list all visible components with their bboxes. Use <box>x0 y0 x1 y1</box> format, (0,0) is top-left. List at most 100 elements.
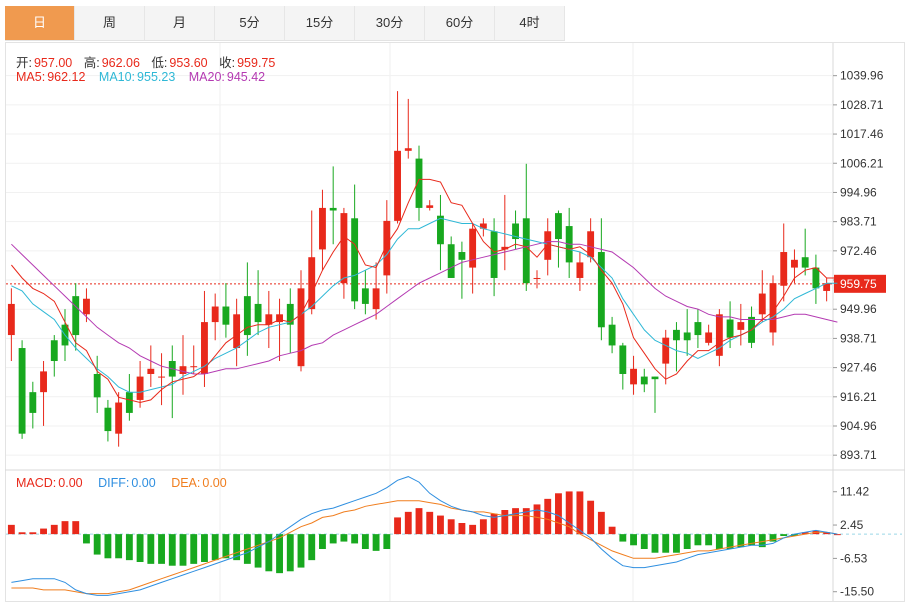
tab-4[interactable]: 15分 <box>285 6 355 40</box>
macd-bar <box>61 521 69 535</box>
macd-bar <box>512 508 519 535</box>
diff-value: 0.00 <box>131 476 156 490</box>
ma10-line <box>11 217 838 393</box>
macd-bar <box>115 534 123 559</box>
candle-body <box>415 158 423 208</box>
high-value: 962.06 <box>101 56 140 70</box>
candle-body <box>823 283 831 291</box>
candle-body <box>683 332 691 341</box>
candle-body <box>351 218 359 302</box>
candle-body <box>630 368 637 385</box>
macd-bar <box>490 513 498 535</box>
close-label: 收: <box>219 56 236 70</box>
macd-bar <box>93 534 101 555</box>
candle-body <box>329 207 337 211</box>
macd-bar <box>276 534 283 574</box>
candle-body <box>769 283 777 333</box>
macd-bar <box>383 534 391 549</box>
candle-body <box>211 306 219 323</box>
candle-body <box>254 303 262 323</box>
macd-bar <box>83 534 90 544</box>
macd-legend: MACD: 0.00 DIFF: 0.00 DEA: 0.00 <box>16 476 229 490</box>
last-price-label: 959.75 <box>840 277 877 291</box>
macd-bar <box>694 534 702 546</box>
macd-bar <box>426 511 434 535</box>
price-tick-label: 1039.96 <box>840 69 884 83</box>
price-tick-label: 1006.21 <box>840 156 884 170</box>
macd-bar <box>437 515 444 535</box>
macd-bar <box>758 534 766 548</box>
macd-bar <box>319 534 326 549</box>
close-value: 959.75 <box>237 56 276 70</box>
candle-body <box>608 324 616 346</box>
candle-body <box>512 223 519 240</box>
macd-bar <box>29 532 37 535</box>
tab-7[interactable]: 4时 <box>495 6 565 40</box>
price-tick-label: 994.96 <box>840 185 877 199</box>
tab-2[interactable]: 月 <box>145 6 215 40</box>
macd-bar <box>683 534 691 549</box>
macd-bar <box>576 491 584 535</box>
macd-bar <box>18 532 26 535</box>
candle-body <box>83 298 90 315</box>
candle-body <box>297 288 305 367</box>
chart-frame <box>5 42 905 602</box>
macd-bar <box>597 511 605 535</box>
candle-body <box>125 392 133 413</box>
candle-body <box>791 259 798 268</box>
macd-tick-label: 2.45 <box>840 518 864 532</box>
tab-1[interactable]: 周 <box>75 6 145 40</box>
macd-bar <box>522 508 530 535</box>
price-tick-label: 893.71 <box>840 448 877 462</box>
tab-6[interactable]: 60分 <box>425 6 495 40</box>
candle-body <box>136 376 144 400</box>
macd-bar <box>265 534 273 572</box>
candle-body <box>340 213 348 284</box>
macd-tick-label: -6.53 <box>840 551 868 565</box>
candle-body <box>201 322 208 374</box>
ohlc-legend: 开: 957.00 高: 962.06 低: 953.60 收: 959.75 <box>16 52 277 71</box>
tab-5[interactable]: 30分 <box>355 6 425 40</box>
candle-body <box>597 252 605 328</box>
candle-body <box>458 252 466 260</box>
macd-bar <box>179 534 187 566</box>
macd-bar <box>565 491 573 535</box>
macd-bar <box>726 534 734 549</box>
macd-bar <box>7 524 15 535</box>
candle-body <box>158 376 165 378</box>
tab-0[interactable]: 日 <box>5 6 75 40</box>
macd-bar <box>394 517 401 535</box>
macd-bar <box>211 534 219 561</box>
candle-body <box>115 402 123 434</box>
ma10-label: MA10: <box>98 70 136 84</box>
price-tick-label: 904.96 <box>840 419 877 433</box>
candle-body <box>426 205 434 208</box>
macd-bar <box>630 534 637 546</box>
macd-bar <box>104 534 112 559</box>
candle-body <box>522 218 530 284</box>
candle-body <box>737 322 745 330</box>
price-tick-label: 927.46 <box>840 361 877 375</box>
candle-body <box>533 277 541 279</box>
candle-body <box>372 288 380 310</box>
candle-body <box>104 407 112 432</box>
candle-body <box>222 306 230 325</box>
candle-body <box>404 148 412 151</box>
candle-body <box>576 262 584 278</box>
diff-line <box>11 476 838 596</box>
macd-bar <box>329 534 337 544</box>
macd-bar <box>469 524 477 535</box>
ma5-line <box>11 178 838 404</box>
candle-body <box>544 231 552 260</box>
macd-bar <box>544 498 552 535</box>
macd-bar <box>619 534 627 542</box>
macd-bar <box>479 519 487 535</box>
candle-body <box>640 376 648 385</box>
candle-body <box>705 332 713 343</box>
macd-bar <box>415 508 423 535</box>
macd-label: MACD: <box>16 476 57 490</box>
candle-body <box>469 228 477 268</box>
ma20-line <box>11 241 838 375</box>
candle-body <box>715 314 723 356</box>
tab-3[interactable]: 5分 <box>215 6 285 40</box>
